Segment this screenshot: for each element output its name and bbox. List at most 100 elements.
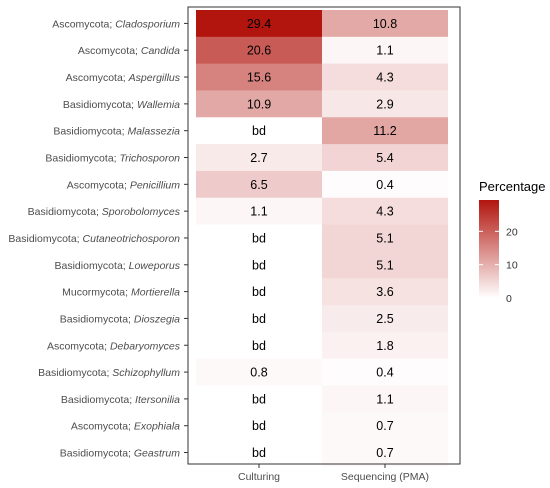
heatmap-cell (322, 224, 448, 252)
row-label: Ascomycota; Candida (78, 45, 180, 57)
heatmap-cells: 29.4 10.8 20.6 1.1 15.6 4.3 10.9 2.9 bd 11.2 2.7 5.… (196, 10, 448, 467)
cell-value-label: bd (252, 419, 266, 433)
row-label-separator: ; (128, 313, 134, 325)
cell-value-label: 6.5 (250, 178, 267, 192)
row-label-genus: Mortierella (131, 287, 180, 299)
cell-value-label: 5.1 (376, 258, 393, 272)
row-label-phylum: Basidiomycota (60, 448, 128, 460)
row-label: Basidiomycota; Schizophyllum (38, 367, 180, 379)
heatmap-cell (196, 251, 322, 279)
cell-value-label: 3.6 (376, 285, 393, 299)
legend-tick-label: 0 (506, 293, 512, 305)
row-label-separator: ; (109, 18, 115, 30)
heatmap-cell (196, 117, 322, 145)
row-label-genus: Aspergillus (128, 72, 181, 84)
row-label-phylum: Ascomycota (67, 179, 124, 191)
row-label-separator: ; (77, 233, 83, 245)
cell-value-label: 0.4 (376, 178, 393, 192)
row-label: Ascomycota; Exophiala (71, 421, 180, 433)
row-label-genus: Wallemia (137, 99, 180, 111)
row-label-separator: ; (104, 340, 110, 352)
heatmap-cell (322, 63, 448, 91)
cell-value-label: 1.1 (250, 205, 267, 219)
row-label: Ascomycota; Aspergillus (66, 72, 181, 84)
heatmap-cell (196, 10, 322, 38)
legend-colorbar (479, 200, 499, 298)
legend-tick-label: 20 (506, 226, 518, 238)
row-label-separator: ; (122, 126, 128, 138)
row-labels: Ascomycota; Cladosporium Ascomycota; Cand… (8, 18, 188, 460)
heatmap-cell (196, 385, 322, 413)
row-label-phylum: Basidiomycota (38, 367, 106, 379)
row-label-genus: Cladosporium (115, 18, 180, 30)
heatmap-cell (322, 331, 448, 360)
row-label-separator: ; (135, 45, 141, 57)
cell-value-label: 5.4 (376, 151, 393, 165)
row-label-genus: Loweporus (129, 260, 181, 272)
heatmap-cell (322, 358, 448, 386)
heatmap-cell (322, 117, 448, 145)
row-label-genus: Trichosporon (120, 153, 181, 165)
cell-value-label: bd (252, 124, 266, 138)
cell-value-label: 15.6 (247, 71, 271, 85)
row-label-phylum: Basidiomycota (60, 313, 128, 325)
row-label-genus: Debaryomyces (110, 340, 181, 352)
row-label-phylum: Basidiomycota (8, 233, 76, 245)
row-label-phylum: Ascomycota (78, 45, 135, 57)
heatmap-cell (196, 278, 322, 306)
cell-value-label: 10.9 (247, 97, 271, 111)
cell-value-label: 2.9 (376, 97, 393, 111)
row-label-separator: ; (123, 260, 129, 272)
cell-value-label: 5.1 (376, 231, 393, 245)
heatmap-cell (196, 305, 322, 333)
row-label: Basidiomycota; Dioszegia (60, 313, 180, 325)
cell-value-label: 4.3 (376, 71, 393, 85)
row-label-genus: Schizophyllum (112, 367, 180, 379)
row-label-separator: ; (123, 72, 129, 84)
row-label-separator: ; (128, 448, 134, 460)
cell-value-label: bd (252, 446, 266, 460)
heatmap-cell (322, 10, 448, 38)
heatmap-cell (196, 412, 322, 440)
row-label-separator: ; (96, 206, 102, 218)
cell-value-label: 29.4 (247, 17, 271, 31)
heatmap-cell (322, 251, 448, 279)
heatmap-cell (322, 439, 448, 467)
row-label-phylum: Basidiomycota (61, 394, 129, 406)
row-label-phylum: Ascomycota (52, 18, 109, 30)
row-label-separator: ; (114, 153, 120, 165)
heatmap-cell (322, 170, 448, 199)
row-label-phylum: Mucormycota (62, 287, 125, 299)
heatmap-cell (322, 278, 448, 306)
row-label-genus: Dioszegia (134, 313, 180, 325)
row-label-genus: Penicillium (130, 179, 180, 191)
heatmap-cell (196, 439, 322, 467)
heatmap-cell (196, 197, 322, 225)
cell-value-label: 4.3 (376, 205, 393, 219)
row-label: Basidiomycota; Malassezia (53, 126, 180, 138)
row-label-phylum: Ascomycota (66, 72, 123, 84)
heatmap-cell (196, 36, 322, 65)
heatmap-cell (322, 305, 448, 333)
heatmap-cell (322, 197, 448, 225)
row-label: Ascomycota; Cladosporium (52, 18, 180, 30)
cell-value-label: 1.1 (376, 392, 393, 406)
row-label: Basidiomycota; Sporobolomyces (28, 206, 181, 218)
row-label: Ascomycota; Penicillium (67, 179, 180, 191)
heatmap-cell (196, 63, 322, 91)
cell-value-label: 20.6 (247, 44, 271, 58)
cell-value-label: bd (252, 258, 266, 272)
row-label-separator: ; (124, 179, 130, 191)
cell-value-label: 0.7 (376, 419, 393, 433)
legend-title: Percentage (479, 179, 546, 194)
row-label-phylum: Basidiomycota (28, 206, 96, 218)
cell-value-label: bd (252, 339, 266, 353)
row-label-phylum: Basidiomycota (45, 153, 113, 165)
row-label-phylum: Ascomycota (71, 421, 128, 433)
row-label: Ascomycota; Debaryomyces (47, 340, 181, 352)
heatmap-cell (322, 412, 448, 440)
row-label-separator: ; (131, 99, 137, 111)
row-label-genus: Exophiala (134, 421, 180, 433)
cell-value-label: 0.8 (250, 366, 267, 380)
